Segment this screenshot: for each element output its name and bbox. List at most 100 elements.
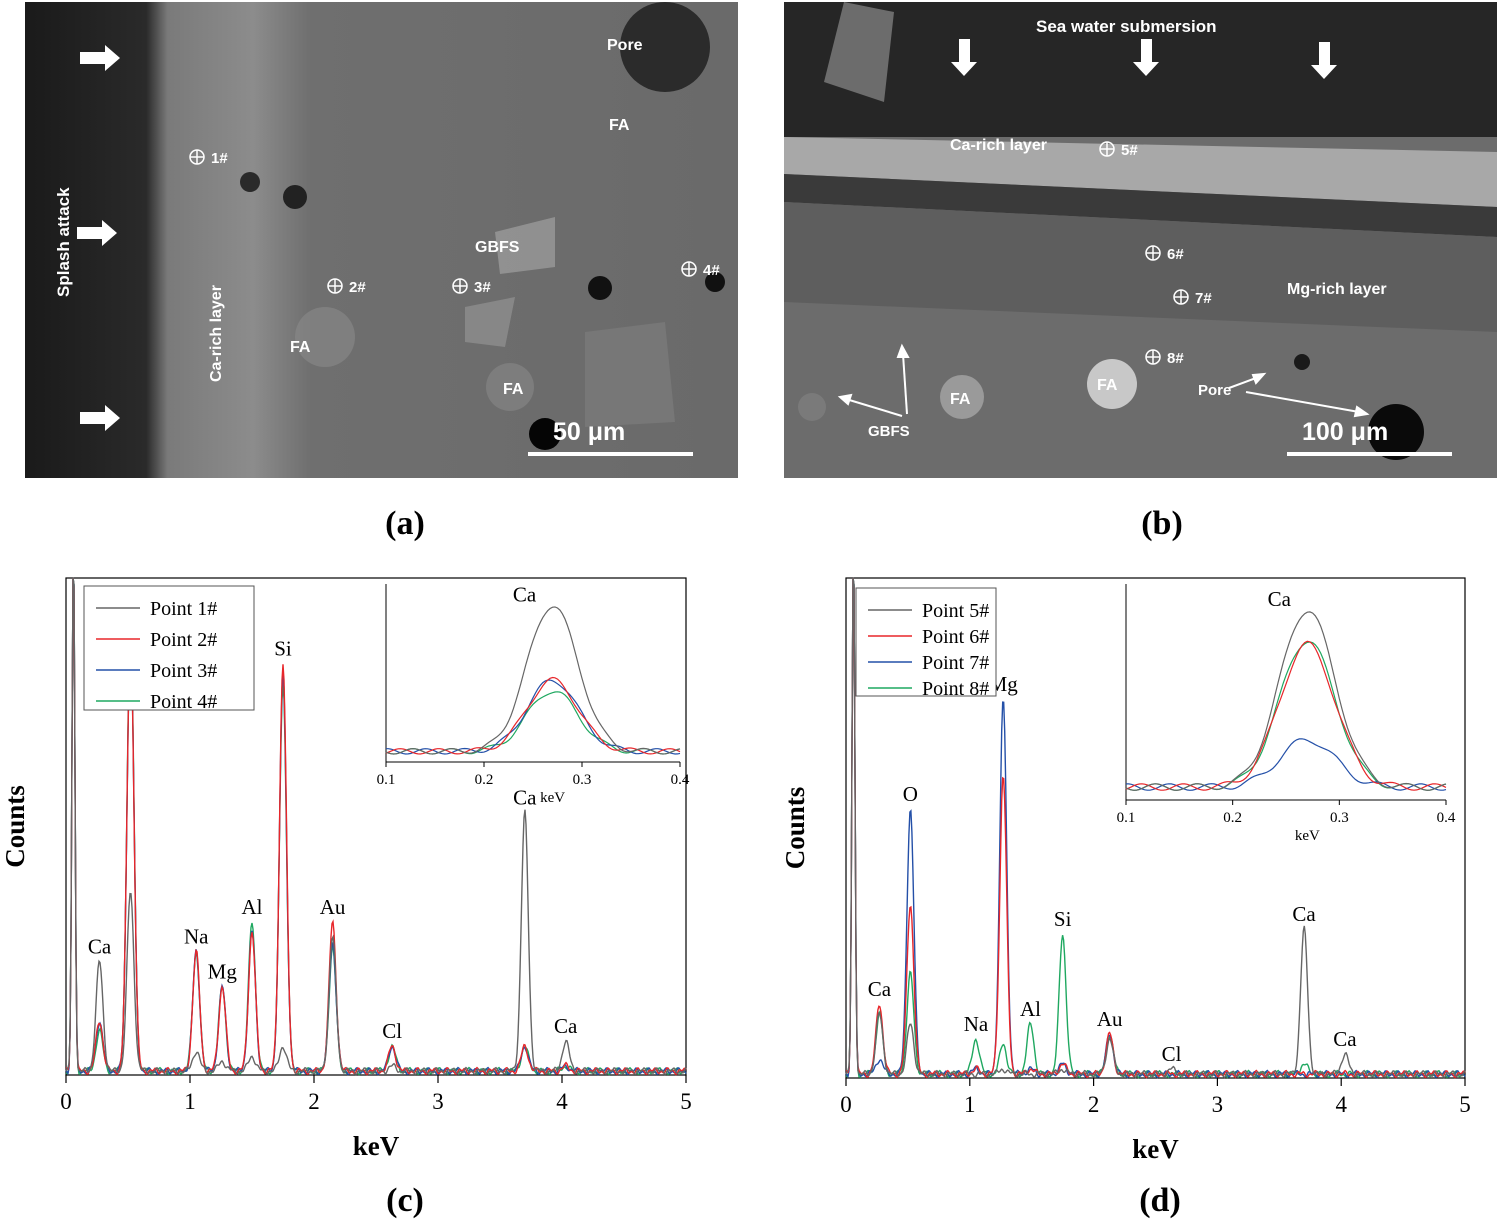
pointer-arrow-icon xyxy=(837,343,1370,418)
annotation-pore: Pore xyxy=(1198,382,1231,399)
legend-entry: Point 8# xyxy=(922,678,989,700)
scale-bar-label: 100 μm xyxy=(1302,418,1388,446)
peak-label: Ca xyxy=(868,977,892,1001)
scale-bar xyxy=(1287,452,1452,456)
inset-peak-label: Ca xyxy=(513,582,537,606)
annotation-gbfs: GBFS xyxy=(475,239,520,256)
annotation-fa: FA xyxy=(290,339,311,356)
peak-label: Ca xyxy=(1333,1027,1357,1051)
x-tick-label: 4 xyxy=(556,1089,568,1114)
series-line-1 xyxy=(845,577,1466,1079)
plot-frame xyxy=(65,577,687,1076)
eds-spectrum-c: 012345keVCountsCaONaMgAlSiAuClCaCaPoint … xyxy=(0,560,740,1200)
x-tick-label: 1 xyxy=(184,1089,196,1114)
panel-label-c: (c) xyxy=(386,1182,424,1219)
scale-bar xyxy=(528,452,693,456)
peak-label: Au xyxy=(320,895,346,919)
inset-series-line-4 xyxy=(1125,641,1447,791)
peak-label: Mg xyxy=(208,960,238,984)
peak-label: Cl xyxy=(1162,1042,1182,1066)
inset-series-line-2 xyxy=(385,676,681,755)
x-axis-title: keV xyxy=(353,1131,400,1161)
inset-x-tick-label: 0.1 xyxy=(1117,810,1136,826)
annotation-ca-rich-layer: Ca-rich layer xyxy=(950,137,1047,154)
crosshair-icon xyxy=(1099,141,1189,365)
inset-x-tick-label: 0.3 xyxy=(573,772,592,788)
arrow-icon xyxy=(951,39,1337,79)
peak-label: Au xyxy=(1097,1007,1123,1031)
x-tick-label: 3 xyxy=(1212,1092,1224,1117)
inset-series-line-1 xyxy=(385,606,681,755)
scale-bar-label: 50 μm xyxy=(553,418,625,446)
x-tick-label: 3 xyxy=(432,1089,444,1114)
legend-entry: Point 4# xyxy=(150,691,217,713)
point-label: 8# xyxy=(1167,350,1184,367)
inset-x-tick-label: 0.3 xyxy=(1330,810,1349,826)
annotation-fa: FA xyxy=(950,391,971,408)
peak-label: O xyxy=(903,782,918,806)
annotation-gbfs: GBFS xyxy=(868,423,910,440)
peak-label: Ca xyxy=(1292,902,1316,926)
annotation-fa: FA xyxy=(503,381,524,398)
inset-x-axis-title: keV xyxy=(1295,828,1320,844)
inset-series-line-3 xyxy=(1126,738,1447,791)
peak-label: Cl xyxy=(382,1019,402,1043)
peak-label: Si xyxy=(274,636,292,660)
peak-label: Ca xyxy=(554,1014,578,1038)
series-line-1 xyxy=(65,577,687,1076)
crosshair-icon xyxy=(189,149,697,294)
point-label: 5# xyxy=(1121,142,1138,159)
x-tick-label: 5 xyxy=(680,1089,692,1114)
x-tick-label: 1 xyxy=(964,1092,976,1117)
panel-label-d: (d) xyxy=(1139,1182,1181,1219)
peak-label: Ca xyxy=(513,786,537,810)
legend-entry: Point 7# xyxy=(922,652,989,674)
point-label: 7# xyxy=(1195,290,1212,307)
legend-entry: Point 5# xyxy=(922,600,989,622)
peak-label: Na xyxy=(184,925,209,949)
series-line-3 xyxy=(65,577,687,1076)
sem-image-b: Sea water submersion Ca-rich layer Mg-ri… xyxy=(784,2,1497,478)
eds-spectrum-d: 0 1 2 3 4 5 keV Counts Ca O Na Mg Al Si Au Cl Ca Ca Point … xyxy=(770,560,1500,1200)
annotation-splash-attack: Splash attack xyxy=(54,187,73,297)
x-tick-label: 0 xyxy=(840,1092,852,1117)
legend xyxy=(855,587,997,697)
plot-frame xyxy=(845,577,1466,1079)
inset-series-line-3 xyxy=(386,679,681,755)
inset-x-tick-label: 0.4 xyxy=(671,772,690,788)
point-label: 6# xyxy=(1167,246,1184,263)
inset-peak-label: Ca xyxy=(1268,587,1292,611)
point-label: 3# xyxy=(474,279,491,296)
panel-label-a: (a) xyxy=(385,505,425,542)
peak-label: Al xyxy=(242,895,263,919)
peak-label: Na xyxy=(964,1012,989,1036)
peak-label: Ca xyxy=(88,935,112,959)
y-axis-title: Counts xyxy=(0,785,30,868)
inset-series-line-2 xyxy=(1125,640,1447,791)
legend xyxy=(83,585,255,711)
inset-series-line-1 xyxy=(1125,611,1447,791)
arrow-icon xyxy=(77,45,120,431)
inset-x-tick-label: 0.4 xyxy=(1437,810,1456,826)
inset-x-tick-label: 0.1 xyxy=(377,772,396,788)
x-tick-label: 2 xyxy=(308,1089,320,1114)
annotation-mg-rich-layer: Mg-rich layer xyxy=(1287,281,1387,298)
annotation-fa: FA xyxy=(1097,377,1118,394)
x-tick-label: 2 xyxy=(1088,1092,1100,1117)
panel-label-b: (b) xyxy=(1141,505,1183,542)
legend-entry: Point 1# xyxy=(150,598,217,620)
point-label: 4# xyxy=(703,262,720,279)
legend-entry: Point 3# xyxy=(150,660,217,682)
annotation-sea-water-submersion: Sea water submersion xyxy=(1036,17,1216,36)
x-tick-label: 4 xyxy=(1335,1092,1347,1117)
peak-label: Al xyxy=(1020,997,1041,1021)
inset-x-tick-label: 0.2 xyxy=(475,772,494,788)
point-label: 1# xyxy=(211,150,228,167)
inset-x-axis-title: keV xyxy=(540,790,565,806)
x-tick-label: 0 xyxy=(60,1089,72,1114)
annotation-ca-rich-layer: Ca-rich layer xyxy=(208,285,225,382)
peak-label: Si xyxy=(1054,907,1072,931)
x-tick-label: 5 xyxy=(1459,1092,1471,1117)
y-axis-title: Counts xyxy=(780,787,810,870)
legend-entry: Point 6# xyxy=(922,626,989,648)
